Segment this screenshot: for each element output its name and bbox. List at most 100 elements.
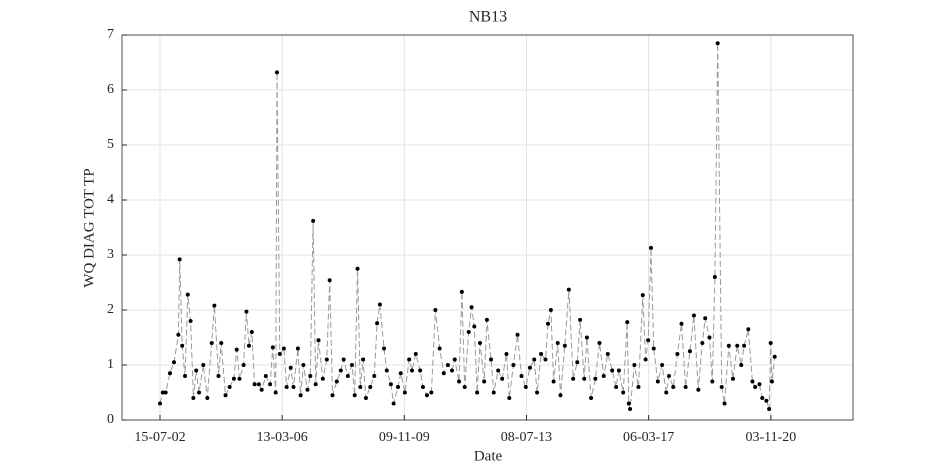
data-point — [377, 302, 382, 307]
data-point — [273, 390, 278, 395]
data-point — [177, 257, 182, 262]
data-point — [301, 363, 306, 367]
data-point — [648, 245, 653, 250]
data-point — [308, 374, 313, 378]
data-point — [589, 396, 594, 400]
data-point — [274, 70, 279, 75]
data-point — [710, 379, 715, 384]
data-point — [719, 385, 724, 389]
data-point — [726, 343, 731, 348]
data-point — [735, 343, 740, 348]
data-point — [601, 374, 606, 378]
data-point — [330, 393, 335, 398]
data-point — [445, 363, 450, 367]
data-point — [504, 352, 509, 356]
data-point — [171, 360, 176, 365]
data-point — [396, 385, 401, 389]
data-point — [345, 374, 350, 378]
data-point — [231, 376, 236, 381]
data-point — [176, 332, 181, 337]
data-point — [584, 335, 589, 340]
data-point — [551, 379, 556, 384]
data-point — [288, 365, 293, 370]
data-point — [555, 341, 560, 345]
data-point — [469, 305, 474, 310]
data-point — [209, 341, 214, 345]
data-point — [489, 357, 494, 362]
data-point — [452, 357, 457, 362]
data-point — [205, 396, 210, 400]
data-point — [548, 308, 553, 312]
data-point — [484, 317, 489, 322]
data-point — [372, 374, 377, 378]
data-point — [475, 390, 480, 395]
data-point — [768, 341, 773, 345]
series-line — [159, 43, 776, 410]
data-point — [234, 347, 239, 352]
data-point — [515, 332, 520, 337]
data-point — [666, 374, 671, 378]
data-point — [457, 379, 462, 384]
data-point — [477, 341, 482, 345]
data-point — [687, 349, 692, 354]
data-point — [527, 365, 532, 370]
data-point — [539, 352, 544, 356]
data-point — [625, 320, 630, 325]
data-point — [284, 385, 289, 389]
data-point — [388, 382, 393, 387]
data-point — [566, 287, 571, 292]
data-point — [191, 396, 196, 400]
data-point — [750, 379, 755, 384]
data-point — [482, 379, 487, 384]
data-point — [679, 321, 684, 326]
data-point — [730, 376, 735, 381]
data-point — [188, 319, 193, 323]
data-point — [341, 357, 346, 362]
y-tick-label: 3 — [107, 247, 114, 262]
data-point — [597, 341, 602, 345]
data-point — [715, 41, 720, 46]
data-point — [646, 338, 651, 343]
data-point — [769, 379, 774, 384]
data-point — [757, 382, 762, 387]
data-point — [500, 376, 505, 381]
data-point — [640, 293, 645, 298]
data-point — [511, 363, 516, 367]
data-point — [158, 401, 163, 406]
data-point — [355, 266, 360, 271]
data-point — [628, 407, 633, 411]
data-point — [636, 385, 641, 389]
data-point — [246, 343, 251, 348]
data-point — [212, 303, 217, 308]
data-point — [643, 357, 648, 362]
data-point — [327, 278, 332, 283]
plot-frame — [121, 34, 854, 421]
data-point — [696, 387, 701, 392]
data-point — [496, 368, 501, 373]
data-point — [256, 382, 261, 387]
data-point — [575, 360, 580, 365]
chart-title: NB13 — [469, 9, 507, 26]
data-point — [197, 390, 202, 395]
data-point — [651, 346, 656, 351]
data-point — [263, 374, 268, 378]
data-point — [466, 330, 471, 334]
y-tick-label: 5 — [107, 137, 114, 152]
data-point — [739, 363, 744, 367]
data-point — [252, 382, 257, 387]
data-point — [578, 317, 583, 322]
data-point — [407, 357, 412, 362]
data-point — [305, 387, 310, 392]
data-point — [270, 345, 275, 350]
data-point — [249, 330, 254, 334]
data-point — [535, 390, 540, 395]
data-point — [384, 368, 389, 373]
data-point — [429, 390, 434, 395]
x-tick-label: 13-03-06 — [256, 430, 307, 445]
data-point — [605, 352, 610, 356]
data-point — [361, 357, 366, 362]
data-point — [562, 343, 567, 348]
data-point — [194, 368, 199, 373]
data-point — [352, 393, 357, 398]
